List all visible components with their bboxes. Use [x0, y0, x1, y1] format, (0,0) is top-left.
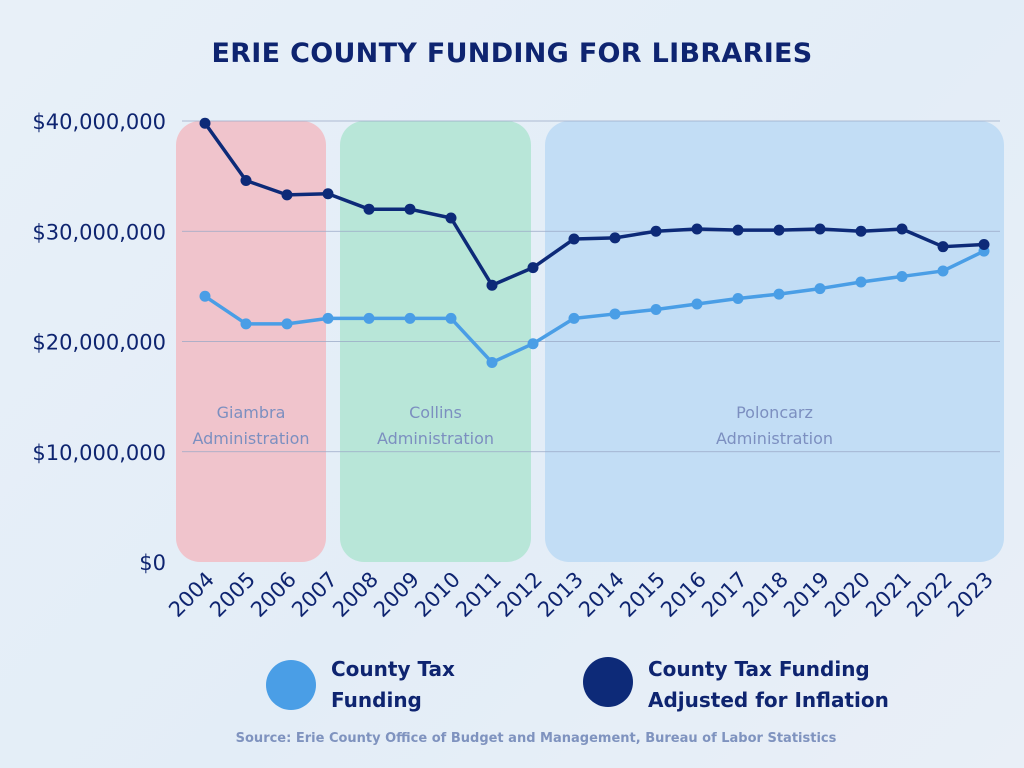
data-point-county-tax-funding: [527, 338, 539, 350]
series-line-adjusted-for-inflation: [203, 122, 985, 288]
x-tick-label: 2010: [410, 567, 465, 622]
data-point-adjusted-for-inflation: [650, 225, 662, 237]
x-tick-label: 2006: [246, 567, 301, 622]
x-tick-label: 2004: [164, 567, 219, 622]
band-label-name: Collins: [409, 403, 462, 422]
x-tick-label: 2017: [697, 567, 752, 622]
data-point-county-tax-funding: [486, 356, 498, 368]
x-tick-label: 2005: [205, 567, 260, 622]
x-tick-label: 2008: [328, 567, 383, 622]
data-point-county-tax-funding: [199, 290, 211, 302]
legend-label-county-tax-funding: County Tax Funding: [331, 657, 455, 712]
band-label-administration: Administration: [377, 429, 494, 448]
data-point-adjusted-for-inflation: [486, 279, 498, 291]
x-tick-label: 2015: [615, 567, 670, 622]
y-tick-label: $40,000,000: [32, 110, 166, 134]
data-point-county-tax-funding: [691, 298, 703, 310]
data-point-adjusted-for-inflation: [404, 203, 416, 215]
band-label-name: Poloncarz: [736, 403, 813, 422]
x-tick-label: 2011: [451, 567, 506, 622]
x-tick-label: 2021: [861, 567, 916, 622]
data-point-county-tax-funding: [814, 283, 826, 295]
y-tick-label: $10,000,000: [32, 441, 166, 465]
data-point-county-tax-funding: [609, 308, 621, 320]
data-point-county-tax-funding: [281, 318, 293, 330]
x-tick-label: 2007: [287, 567, 342, 622]
x-tick-label: 2018: [738, 567, 793, 622]
data-point-county-tax-funding: [568, 312, 580, 324]
data-point-adjusted-for-inflation: [199, 117, 211, 129]
y-tick-label: $30,000,000: [32, 220, 166, 244]
data-point-county-tax-funding: [937, 265, 949, 277]
data-point-adjusted-for-inflation: [322, 188, 334, 200]
source-note: Source: Erie County Office of Budget and…: [235, 731, 837, 746]
band-label-administration: Administration: [192, 429, 309, 448]
data-point-adjusted-for-inflation: [732, 224, 744, 236]
data-point-county-tax-funding: [404, 312, 416, 324]
data-point-adjusted-for-inflation: [281, 189, 293, 201]
data-point-adjusted-for-inflation: [855, 225, 867, 237]
x-tick-label: 2012: [492, 567, 547, 622]
data-point-county-tax-funding: [855, 276, 867, 288]
x-tick-label: 2020: [820, 567, 875, 622]
data-point-county-tax-funding: [363, 312, 375, 324]
x-tick-label: 2016: [656, 567, 711, 622]
legend-label-adjusted-for-inflation: County Tax Funding Adjusted for Inflatio…: [648, 657, 889, 712]
data-point-county-tax-funding: [773, 288, 785, 300]
data-point-county-tax-funding: [445, 312, 457, 324]
y-tick-label: $20,000,000: [32, 331, 166, 355]
data-point-adjusted-for-inflation: [978, 238, 990, 250]
data-point-county-tax-funding: [896, 270, 908, 282]
chart-title: ERIE COUNTY FUNDING FOR LIBRARIES: [211, 38, 813, 69]
y-tick-label: $0: [139, 551, 166, 575]
data-point-adjusted-for-inflation: [445, 212, 457, 224]
data-point-county-tax-funding: [650, 304, 662, 316]
legend-marker-adjusted-for-inflation: [583, 657, 633, 707]
x-tick-label: 2022: [902, 567, 957, 622]
x-tick-label: 2023: [943, 567, 998, 622]
data-point-adjusted-for-inflation: [691, 223, 703, 235]
band-label-name: Giambra: [217, 403, 286, 422]
data-point-county-tax-funding: [732, 293, 744, 305]
data-point-adjusted-for-inflation: [240, 175, 252, 187]
series-line-county-tax-funding: [204, 249, 985, 365]
data-point-adjusted-for-inflation: [527, 262, 539, 274]
x-tick-label: 2019: [779, 567, 834, 622]
band-label-administration: Administration: [716, 429, 833, 448]
data-point-adjusted-for-inflation: [896, 223, 908, 235]
x-tick-label: 2009: [369, 567, 424, 622]
legend-marker-county-tax-funding: [266, 660, 316, 710]
x-tick-label: 2013: [533, 567, 588, 622]
data-point-county-tax-funding: [240, 318, 252, 330]
data-point-adjusted-for-inflation: [609, 232, 621, 244]
data-point-adjusted-for-inflation: [937, 241, 949, 253]
data-point-adjusted-for-inflation: [773, 224, 785, 236]
x-tick-label: 2014: [574, 567, 629, 622]
data-point-adjusted-for-inflation: [568, 233, 580, 245]
data-point-adjusted-for-inflation: [814, 223, 826, 235]
data-point-county-tax-funding: [322, 312, 334, 324]
data-point-adjusted-for-inflation: [363, 203, 375, 215]
